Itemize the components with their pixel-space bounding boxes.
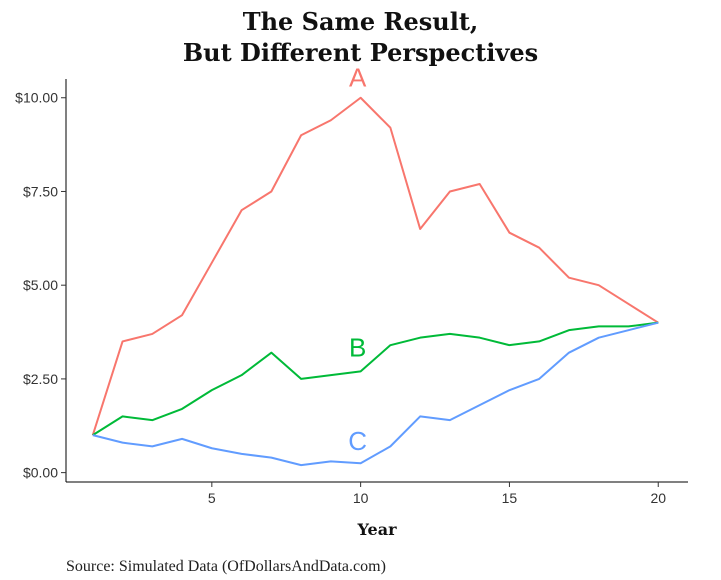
y-tick-label: $2.50 xyxy=(23,371,58,387)
series-label-a: A xyxy=(349,62,367,92)
x-tick-label: 10 xyxy=(353,490,369,506)
y-tick-label: $10.00 xyxy=(15,90,58,106)
series-label-b: B xyxy=(349,332,366,362)
series-line-a xyxy=(91,96,659,436)
y-tick-label: $0.00 xyxy=(23,465,58,481)
x-axis-title: Year xyxy=(356,520,397,539)
series-line-b xyxy=(92,321,659,436)
x-tick-label: 20 xyxy=(650,490,666,506)
source-note: Source: Simulated Data (OfDollarsAndData… xyxy=(66,558,386,575)
chart-title-line-1: The Same Result, xyxy=(242,7,479,36)
chart-title: The Same Result, But Different Perspecti… xyxy=(0,6,721,68)
y-tick-label: $7.50 xyxy=(23,183,58,199)
chart-title-line-2: But Different Perspectives xyxy=(182,38,539,67)
series-line-c xyxy=(92,321,659,467)
series-label-c: C xyxy=(348,426,367,456)
y-tick-label: $5.00 xyxy=(23,277,58,293)
x-tick-label: 5 xyxy=(208,490,216,506)
x-tick-label: 15 xyxy=(502,490,518,506)
